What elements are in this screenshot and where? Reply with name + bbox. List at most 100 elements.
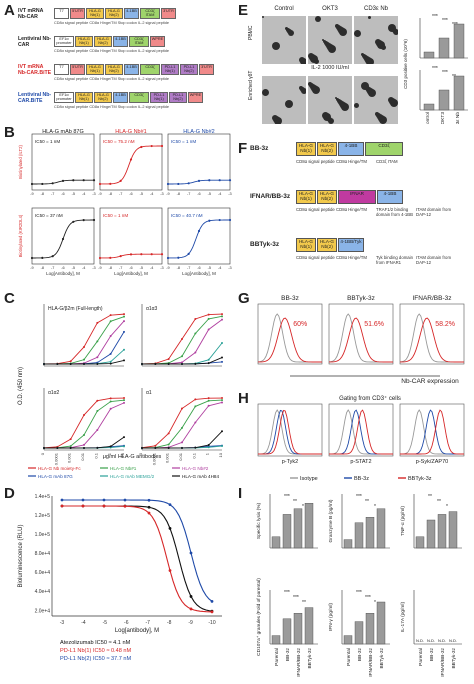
data-point	[123, 359, 125, 362]
significance-mark: ***	[442, 18, 448, 24]
x-tick-label: -5	[208, 192, 211, 196]
data-point	[150, 253, 153, 256]
x-tick-label: 0	[138, 452, 143, 455]
construct-block: HLA-G Nb(2)	[105, 8, 123, 19]
y-axis-label: Bioluminescence (RLU)	[18, 524, 24, 587]
data-point	[129, 158, 133, 161]
data-point	[109, 352, 112, 355]
data-point	[41, 256, 44, 260]
construct-block: CD3ζ	[140, 64, 160, 75]
fit-curve	[62, 499, 213, 602]
x-tick-label: -5	[72, 192, 75, 196]
panel-label-e: E	[238, 2, 249, 19]
data-point	[147, 511, 151, 515]
cell-cluster	[363, 55, 368, 60]
data-point	[194, 398, 197, 401]
x-tick-label: -4	[218, 266, 221, 270]
cell-cluster	[354, 30, 361, 37]
bar	[271, 635, 281, 645]
construct-name: BBTyk-3z	[250, 241, 280, 248]
bar	[354, 621, 364, 645]
x-tick-label: -6	[124, 620, 129, 626]
ic50-label: IC50 = 75.2 nM	[103, 139, 135, 144]
x-tick-label: -8	[177, 192, 180, 196]
data-point	[30, 256, 34, 260]
percent-positive: 60%	[293, 321, 307, 328]
construct-block: 4-1BB	[113, 36, 128, 47]
data-point	[194, 362, 197, 365]
ic50-label: IC50 = 1 nM	[35, 139, 60, 144]
construct-block: HLA-G Nb(2)	[94, 92, 112, 103]
category-label: IFNAR/BB-3z	[368, 647, 374, 676]
data-point	[154, 446, 157, 449]
data-point	[129, 253, 133, 256]
cell-cluster	[262, 89, 269, 96]
panel-a-constructs: IVT mRNA Nb-CAR T7 5'UTR HLA-G Nb(1) HLA-G N…	[18, 8, 233, 120]
x-tick-label: -7	[145, 620, 150, 626]
significance-mark: *	[302, 504, 304, 510]
data-point	[83, 414, 85, 417]
series-line	[43, 397, 125, 449]
x-tick-label: -7	[119, 266, 122, 270]
legend-label: HLA-G mAb 87G	[38, 474, 73, 479]
data-point	[141, 446, 143, 449]
data-point	[221, 430, 223, 433]
data-point	[210, 610, 214, 614]
construct-block: PD-L1 Nb(1)	[161, 64, 179, 75]
cell-cluster	[286, 28, 290, 32]
data-point	[56, 362, 59, 365]
significance-mark: ***	[432, 66, 438, 72]
legend-label: HLA-G Nb#2	[182, 466, 209, 471]
x-tick-label: 10	[120, 452, 125, 457]
y-tick-label: 8.0e+4	[35, 551, 51, 557]
data-point	[123, 399, 125, 402]
construct-label: IVT mRNA Nb-CAR	[18, 8, 44, 20]
x-tick-label: 0	[40, 452, 45, 455]
construct-note: ITAM domain from DAP-12	[416, 255, 452, 265]
construct-block: WPRE	[188, 92, 203, 103]
data-point	[119, 179, 122, 182]
bar	[304, 607, 314, 645]
data-point	[207, 358, 210, 361]
bar	[282, 514, 292, 549]
data-point	[181, 441, 183, 444]
data-point	[168, 526, 172, 530]
construct-note: CD3ζ ITAM	[376, 159, 398, 164]
data-point	[166, 256, 170, 260]
cell-cluster	[361, 53, 364, 56]
micrograph	[262, 76, 306, 124]
x-axis-label: Log[Antibody], M	[182, 271, 216, 276]
micrograph	[308, 76, 352, 124]
series-line	[43, 402, 125, 449]
legend-label: HLA-G mAb 4H84	[182, 474, 219, 479]
x-tick-label: 0.01	[178, 452, 183, 461]
data-point	[221, 401, 223, 404]
data-point	[228, 179, 232, 182]
plot-frame	[99, 133, 163, 191]
data-point	[207, 446, 210, 449]
significance-mark: *	[374, 504, 376, 510]
data-point	[123, 330, 125, 333]
x-tick-label: -3	[92, 266, 95, 270]
category-label: BBTyk-3z	[379, 647, 385, 668]
construct-block: CD3ζ	[365, 142, 403, 156]
series-line	[43, 313, 125, 365]
data-point	[221, 399, 223, 402]
construct-block: HLA-G Nb(1)	[296, 190, 316, 204]
significance-mark: *	[446, 504, 448, 510]
significance-mark: ***	[284, 494, 290, 500]
data-point	[197, 229, 201, 233]
caption: IL-2 1000 IU/ml	[311, 65, 349, 71]
panel-c-elisa-curves: O.D. (450 nm) HLA-G/β2m (Full-length) α1α3…	[18, 304, 223, 479]
x-tick-label: -5	[103, 620, 108, 626]
data-point	[123, 504, 127, 508]
bar	[271, 536, 281, 549]
bar	[365, 517, 375, 549]
construct-name: IFNAR/BB-3z	[250, 193, 291, 200]
data-point	[208, 179, 211, 182]
bar	[343, 635, 353, 645]
construct-note: CD8α signal peptide	[296, 159, 335, 164]
ic50-label: IC50 = 1 nM	[171, 139, 196, 144]
row-label: Enriched γδT	[248, 70, 254, 100]
x-tick-label: -7	[119, 192, 122, 196]
